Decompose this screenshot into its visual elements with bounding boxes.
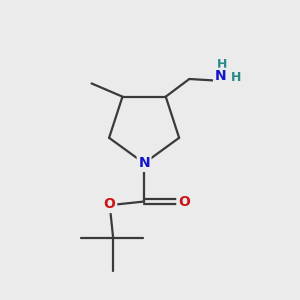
Text: O: O [104,197,116,212]
Text: H: H [217,58,227,71]
Text: H: H [231,71,242,84]
Text: O: O [178,194,190,208]
Text: N: N [214,69,226,83]
Text: N: N [138,156,150,170]
